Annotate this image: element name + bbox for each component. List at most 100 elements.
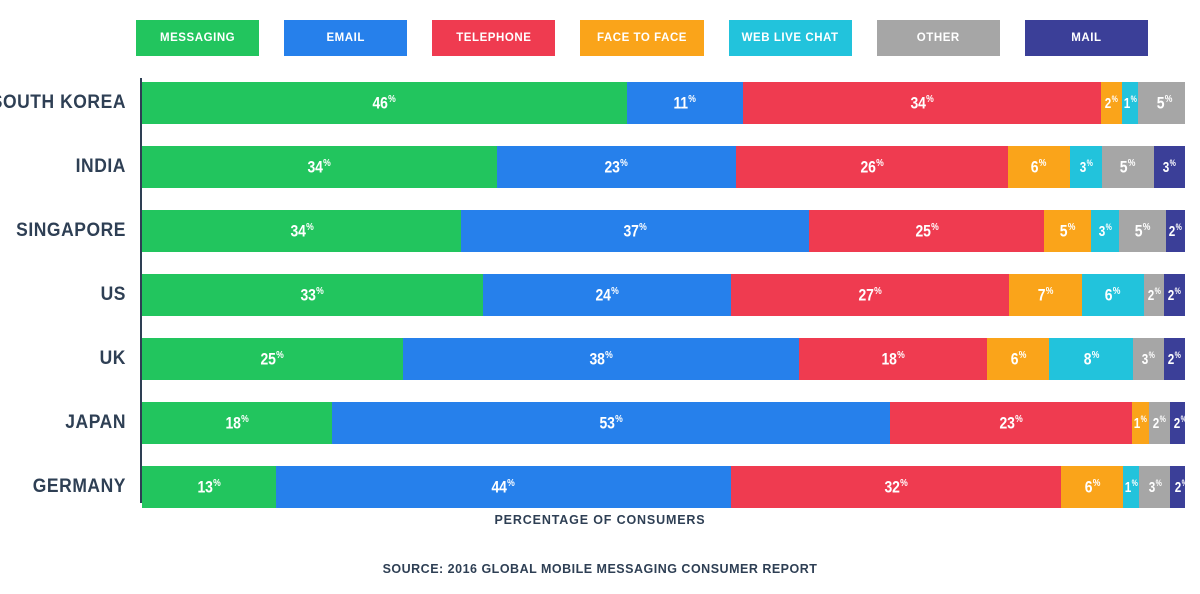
bar-segment[interactable]: 34% bbox=[742, 82, 1101, 124]
percent-symbol: % bbox=[1015, 413, 1023, 426]
bar-segment-number: 1 bbox=[1123, 95, 1131, 112]
source-note: SOURCE: 2016 GLOBAL MOBILE MESSAGING CON… bbox=[382, 562, 818, 576]
bar-segment-value: 34% bbox=[290, 222, 313, 240]
bar-segment-number: 2 bbox=[1168, 287, 1175, 304]
percent-symbol: % bbox=[213, 477, 221, 490]
bar-segment-number: 25 bbox=[260, 349, 277, 369]
bar-segment[interactable]: 34% bbox=[142, 210, 462, 252]
bar-segment[interactable]: 44% bbox=[276, 466, 731, 508]
bar-segment-number: 1 bbox=[1134, 415, 1141, 432]
percent-symbol: % bbox=[305, 221, 314, 234]
bar-segment[interactable]: 18% bbox=[799, 338, 987, 380]
bar-segment[interactable]: 23% bbox=[889, 402, 1133, 444]
bar-segment[interactable]: 25% bbox=[142, 338, 403, 380]
legend-item-email[interactable]: EMAIL bbox=[284, 20, 408, 56]
bar-segment-number: 37 bbox=[623, 221, 639, 241]
bar-segment[interactable]: 3% bbox=[1132, 338, 1165, 380]
bar-segment[interactable]: 18% bbox=[142, 402, 332, 444]
legend-item-mail[interactable]: MAIL bbox=[1024, 20, 1148, 56]
bar-segment[interactable]: 5% bbox=[1138, 82, 1185, 124]
percent-symbol: % bbox=[1169, 158, 1176, 168]
bar-segment[interactable]: 5% bbox=[1119, 210, 1167, 252]
bar-segment[interactable]: 3% bbox=[1091, 210, 1120, 252]
row-label-country: JAPAN bbox=[65, 412, 126, 433]
bar-segment[interactable]: 27% bbox=[730, 274, 1010, 316]
bar-segment-number: 34 bbox=[910, 93, 926, 113]
percent-symbol: % bbox=[1045, 285, 1054, 298]
bar-segment[interactable]: 3% bbox=[1153, 146, 1185, 188]
bar-segment[interactable]: 2% bbox=[1166, 210, 1185, 252]
percent-symbol: % bbox=[874, 285, 882, 298]
bar-segment[interactable]: 1% bbox=[1132, 402, 1149, 444]
bar-segment-value: 6% bbox=[1105, 286, 1121, 304]
bar-segment-value: 34% bbox=[308, 158, 331, 176]
bar-segment[interactable]: 2% bbox=[1148, 402, 1170, 444]
bar-segment[interactable]: 13% bbox=[142, 466, 277, 508]
bar-segment[interactable]: 5% bbox=[1044, 210, 1091, 252]
bar-segment[interactable]: 3% bbox=[1139, 466, 1171, 508]
bar-segment[interactable]: 2% bbox=[1143, 274, 1165, 316]
bar-segment-value: 2% bbox=[1152, 415, 1166, 432]
bar-segment[interactable]: 11% bbox=[626, 82, 743, 124]
bar-segment[interactable]: 24% bbox=[482, 274, 731, 316]
bar-segment-number: 23 bbox=[999, 413, 1015, 433]
row-label-country: US bbox=[100, 284, 126, 305]
bar-segment-number: 3 bbox=[1098, 223, 1106, 240]
bar-segment[interactable]: 2% bbox=[1170, 466, 1185, 508]
percent-symbol: % bbox=[1142, 221, 1151, 234]
bar-segment-number: 6 bbox=[1010, 349, 1018, 369]
bar-segment[interactable]: 6% bbox=[1081, 274, 1144, 316]
percent-symbol: % bbox=[1155, 478, 1162, 488]
bar-segment[interactable]: 38% bbox=[402, 338, 800, 380]
chart-row: SINGAPORE 34% 37% 25% 5% 3% 5% 2% bbox=[0, 210, 1200, 252]
legend-item-other[interactable]: OTHER bbox=[876, 20, 1000, 56]
bar-segment-number: 2 bbox=[1152, 415, 1160, 432]
bar-segment[interactable]: 2% bbox=[1100, 82, 1122, 124]
bar-segment[interactable]: 33% bbox=[142, 274, 483, 316]
bar-segment[interactable]: 34% bbox=[142, 146, 497, 188]
bar-segment-number: 3 bbox=[1142, 351, 1149, 368]
bar-segment-number: 2 bbox=[1104, 95, 1112, 112]
bar-segment[interactable]: 46% bbox=[142, 82, 627, 124]
bar-segment-value: 6% bbox=[1084, 478, 1100, 496]
row-label-country: INDIA bbox=[75, 156, 126, 177]
bar-segment[interactable]: 32% bbox=[730, 466, 1062, 508]
bar-segment-number: 23 bbox=[605, 157, 621, 177]
bar-segment[interactable]: 2% bbox=[1164, 274, 1185, 316]
bar-segment[interactable]: 5% bbox=[1101, 146, 1154, 188]
bar-segment[interactable]: 53% bbox=[331, 402, 890, 444]
bar-segment-number: 18 bbox=[881, 349, 897, 369]
bar-segment[interactable]: 26% bbox=[736, 146, 1008, 188]
percent-symbol: % bbox=[1181, 414, 1185, 424]
legend-item-telephone[interactable]: TELEPHONE bbox=[432, 20, 556, 56]
legend-item-face_to_face[interactable]: FACE TO FACE bbox=[580, 20, 704, 56]
legend-item-messaging[interactable]: MESSAGING bbox=[136, 20, 260, 56]
bar-segment-value: 2% bbox=[1168, 286, 1182, 304]
bar-segment[interactable]: 37% bbox=[461, 210, 810, 252]
row-label-country: SOUTH KOREA bbox=[0, 92, 126, 113]
bar-segment[interactable]: 25% bbox=[809, 210, 1045, 252]
bar-segment-number: 2 bbox=[1168, 351, 1175, 368]
percent-symbol: % bbox=[1174, 286, 1182, 296]
bar-segment-value: 25% bbox=[261, 350, 284, 368]
bar-segment[interactable]: 23% bbox=[496, 146, 737, 188]
legend-item-web_live_chat[interactable]: WEB LIVE CHAT bbox=[728, 20, 852, 56]
bar-segment[interactable]: 2% bbox=[1169, 402, 1185, 444]
bar-segment-value: 2% bbox=[1104, 95, 1118, 112]
stacked-bar: 13%44%32% 6% 1%3%2% bbox=[142, 466, 1185, 508]
bar-segment[interactable]: 1% bbox=[1121, 82, 1139, 124]
bar-segment[interactable]: 7% bbox=[1009, 274, 1082, 316]
bar-segment[interactable]: 2% bbox=[1164, 338, 1185, 380]
bar-segment[interactable]: 1% bbox=[1123, 466, 1140, 508]
bar-segment-value: 53% bbox=[599, 414, 622, 432]
bar-segment[interactable]: 6% bbox=[986, 338, 1050, 380]
percent-symbol: % bbox=[323, 157, 331, 170]
bar-segment[interactable]: 3% bbox=[1070, 146, 1102, 188]
bar-segment[interactable]: 6% bbox=[1061, 466, 1124, 508]
percent-symbol: % bbox=[1175, 222, 1182, 232]
bar-segment[interactable]: 6% bbox=[1007, 146, 1071, 188]
bar-segment[interactable]: 8% bbox=[1049, 338, 1133, 380]
percent-symbol: % bbox=[1091, 349, 1099, 362]
percent-symbol: % bbox=[688, 93, 696, 106]
percent-symbol: % bbox=[899, 477, 908, 490]
